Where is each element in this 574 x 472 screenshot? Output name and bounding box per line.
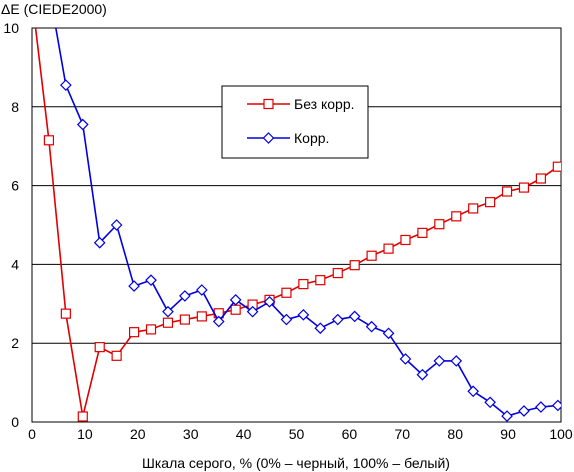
data-point (110, 219, 123, 231)
y-axis-label: ΔE (CIEDE2000) (1, 1, 107, 17)
x-tick-label: 100 (549, 426, 573, 442)
data-point (145, 274, 157, 287)
data-point (383, 243, 394, 254)
data-point (518, 182, 530, 193)
data-point (332, 267, 343, 279)
x-tick-label: 80 (447, 426, 463, 442)
data-point (399, 353, 412, 365)
data-point (145, 324, 157, 335)
series-1 (34, 28, 561, 422)
data-point (281, 287, 292, 298)
data-point (433, 355, 446, 367)
y-tick-label: 10 (3, 20, 19, 36)
data-point (349, 260, 360, 271)
data-point (416, 368, 429, 381)
data-point (518, 405, 530, 417)
data-point (315, 275, 326, 286)
data-point (246, 305, 259, 318)
data-point (400, 234, 411, 246)
data-point (229, 294, 242, 306)
data-point (128, 280, 140, 292)
data-point (230, 304, 241, 315)
data-point (468, 203, 479, 214)
x-tick-label: 90 (500, 426, 516, 442)
data-point (314, 322, 327, 335)
data-point (60, 308, 71, 319)
y-tick-label: 0 (11, 414, 19, 430)
data-point (331, 313, 344, 326)
legend-label: Без корр. (294, 96, 355, 112)
data-point (552, 161, 561, 172)
series-2 (55, 28, 561, 422)
series-layer (34, 28, 561, 422)
data-point (450, 355, 463, 367)
x-tick-labels: 0 10 20 30 40 50 60 70 80 90 100 (28, 426, 573, 442)
x-tick-label: 0 (28, 426, 36, 442)
series-line (55, 28, 558, 417)
data-point (297, 308, 310, 321)
data-point (417, 227, 428, 238)
data-point (501, 410, 513, 422)
data-point (196, 311, 207, 322)
data-point (366, 250, 377, 261)
data-point (501, 186, 513, 197)
data-point (94, 342, 105, 353)
x-tick-label: 10 (77, 426, 93, 442)
data-point (382, 327, 395, 340)
data-point (485, 197, 496, 208)
data-point (93, 236, 106, 249)
data-point (179, 314, 190, 325)
x-tick-label: 30 (183, 426, 199, 442)
data-point (434, 219, 445, 230)
y-tick-labels: 0 2 4 6 8 10 (3, 20, 19, 430)
data-point (128, 327, 140, 338)
data-point (535, 173, 546, 184)
y-tick-label: 4 (11, 256, 19, 272)
data-point (162, 305, 174, 318)
legend-marker (262, 132, 275, 144)
x-tick-label: 20 (130, 426, 146, 442)
x-tick-label: 60 (342, 426, 358, 442)
data-point (298, 279, 309, 290)
legend-label: Корр. (294, 130, 329, 146)
data-point (179, 290, 191, 302)
data-point (280, 313, 293, 326)
data-point (484, 396, 496, 409)
y-tick-label: 2 (11, 335, 19, 351)
data-point (111, 350, 122, 361)
legend-box (221, 85, 369, 159)
data-point (263, 295, 276, 308)
x-tick-label: 70 (395, 426, 411, 442)
data-point (551, 399, 561, 412)
legend: Без корр. Корр. (221, 85, 369, 159)
x-tick-label: 50 (289, 426, 305, 442)
data-point (365, 320, 378, 333)
plot-frame (31, 27, 562, 423)
data-point (535, 401, 547, 413)
data-point (77, 411, 88, 422)
data-point (467, 385, 480, 398)
data-point (162, 317, 174, 328)
data-point (43, 135, 55, 146)
legend-marker (263, 98, 274, 110)
y-tick-label: 8 (11, 99, 19, 115)
data-point (76, 118, 89, 131)
data-point (60, 79, 72, 91)
data-point (348, 310, 361, 323)
y-tick-label: 6 (11, 178, 19, 194)
legend-entry: Без корр. (247, 96, 355, 112)
data-point (212, 315, 225, 328)
legend-entry: Корр. (247, 130, 329, 146)
x-axis-label: Шкала серого, % (0% – черный, 100% – бел… (142, 455, 450, 471)
data-point (451, 211, 462, 222)
x-tick-label: 40 (236, 426, 252, 442)
data-point (195, 284, 208, 296)
